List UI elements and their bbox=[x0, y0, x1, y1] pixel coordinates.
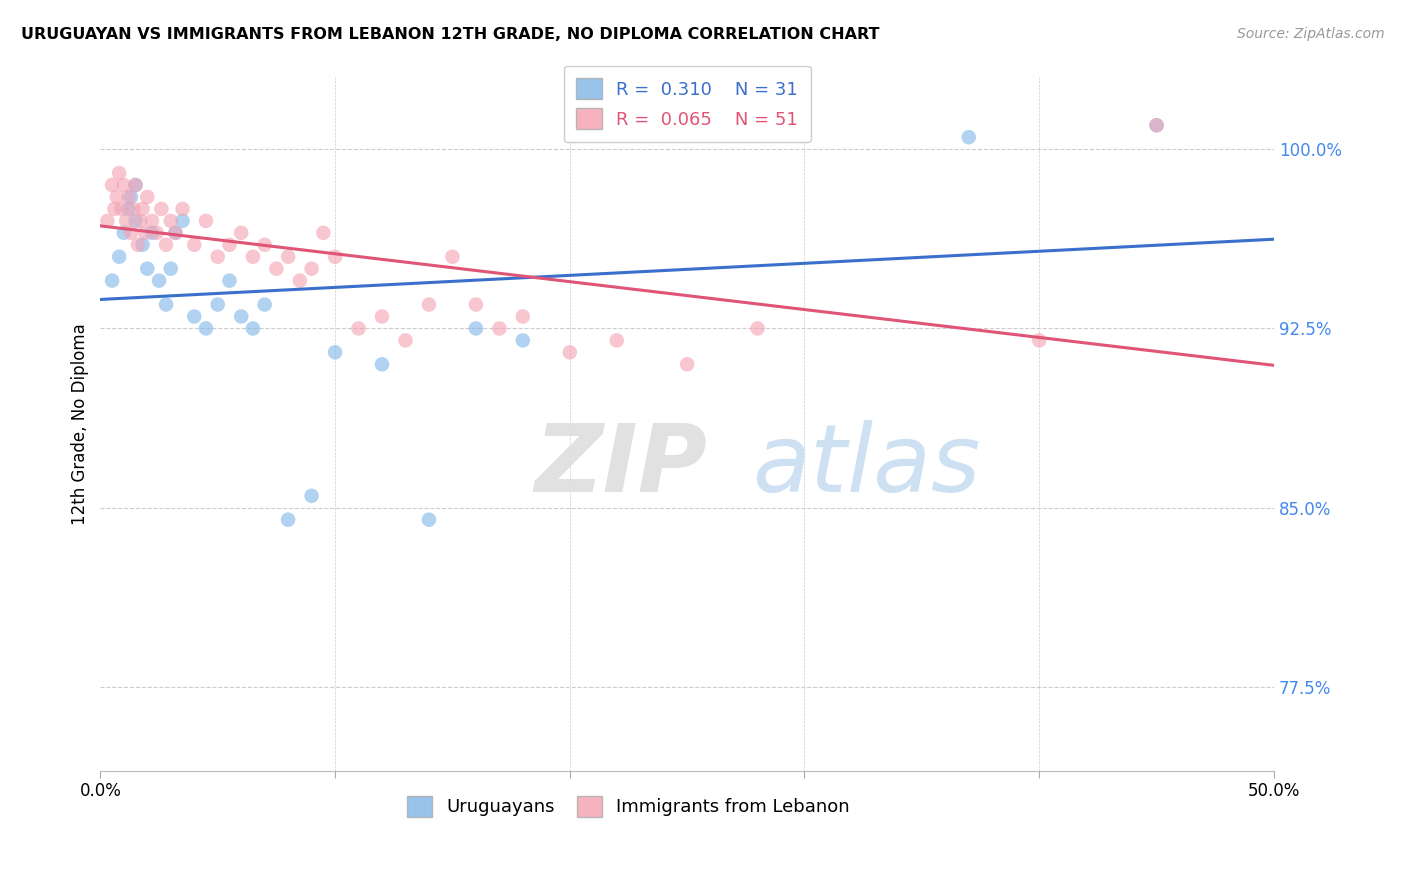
Point bbox=[110, 202, 132, 216]
Point bbox=[558, 345, 581, 359]
Text: ZIP: ZIP bbox=[534, 419, 707, 512]
Point bbox=[676, 357, 699, 371]
Point bbox=[464, 321, 486, 335]
Point bbox=[371, 357, 394, 371]
Point bbox=[231, 226, 253, 240]
Point bbox=[131, 237, 153, 252]
Point bbox=[277, 250, 299, 264]
Point bbox=[101, 274, 124, 288]
Point bbox=[606, 334, 628, 348]
Point bbox=[253, 297, 276, 311]
Point bbox=[134, 226, 156, 240]
Point bbox=[242, 321, 264, 335]
Point bbox=[103, 202, 125, 216]
Point bbox=[288, 274, 311, 288]
Point bbox=[108, 166, 131, 180]
Point bbox=[183, 237, 205, 252]
Point bbox=[512, 334, 534, 348]
Point bbox=[165, 226, 187, 240]
Point bbox=[418, 513, 440, 527]
Point bbox=[141, 226, 163, 240]
Point bbox=[207, 297, 229, 311]
Point bbox=[441, 250, 464, 264]
Point bbox=[183, 310, 205, 324]
Point bbox=[218, 237, 240, 252]
Point bbox=[464, 297, 486, 311]
Point bbox=[488, 321, 510, 335]
Point bbox=[127, 237, 149, 252]
Point bbox=[512, 310, 534, 324]
Y-axis label: 12th Grade, No Diploma: 12th Grade, No Diploma bbox=[72, 323, 89, 524]
Point bbox=[96, 214, 118, 228]
Point bbox=[115, 214, 138, 228]
Point bbox=[117, 190, 139, 204]
Point bbox=[266, 261, 288, 276]
Point bbox=[1146, 118, 1168, 132]
Point bbox=[172, 214, 194, 228]
Point bbox=[105, 190, 128, 204]
Point bbox=[155, 237, 177, 252]
Point bbox=[231, 310, 253, 324]
Point bbox=[312, 226, 335, 240]
Point bbox=[301, 489, 323, 503]
Point bbox=[323, 345, 346, 359]
Point bbox=[277, 513, 299, 527]
Point bbox=[131, 202, 153, 216]
Point bbox=[117, 202, 139, 216]
Text: URUGUAYAN VS IMMIGRANTS FROM LEBANON 12TH GRADE, NO DIPLOMA CORRELATION CHART: URUGUAYAN VS IMMIGRANTS FROM LEBANON 12T… bbox=[21, 27, 880, 42]
Point bbox=[347, 321, 370, 335]
Point bbox=[155, 297, 177, 311]
Point bbox=[129, 214, 152, 228]
Point bbox=[136, 190, 159, 204]
Point bbox=[141, 214, 163, 228]
Point bbox=[122, 202, 145, 216]
Point bbox=[194, 321, 217, 335]
Point bbox=[957, 130, 980, 145]
Point bbox=[253, 237, 276, 252]
Point bbox=[112, 226, 135, 240]
Point bbox=[218, 274, 240, 288]
Text: atlas: atlas bbox=[752, 420, 980, 511]
Point bbox=[148, 274, 170, 288]
Point bbox=[112, 178, 135, 192]
Point bbox=[145, 226, 167, 240]
Point bbox=[747, 321, 769, 335]
Point bbox=[150, 202, 173, 216]
Point bbox=[124, 178, 146, 192]
Point bbox=[394, 334, 416, 348]
Text: Source: ZipAtlas.com: Source: ZipAtlas.com bbox=[1237, 27, 1385, 41]
Point bbox=[207, 250, 229, 264]
Point bbox=[120, 226, 142, 240]
Point bbox=[301, 261, 323, 276]
Point bbox=[418, 297, 440, 311]
Point bbox=[120, 190, 142, 204]
Point bbox=[194, 214, 217, 228]
Point bbox=[1028, 334, 1050, 348]
Point bbox=[242, 250, 264, 264]
Point bbox=[159, 261, 181, 276]
Point bbox=[101, 178, 124, 192]
Point bbox=[108, 250, 131, 264]
Point bbox=[136, 261, 159, 276]
Point bbox=[124, 214, 146, 228]
Point bbox=[1146, 118, 1168, 132]
Point bbox=[323, 250, 346, 264]
Point bbox=[124, 178, 146, 192]
Point bbox=[371, 310, 394, 324]
Legend: Uruguayans, Immigrants from Lebanon: Uruguayans, Immigrants from Lebanon bbox=[399, 789, 858, 824]
Point bbox=[159, 214, 181, 228]
Point bbox=[165, 226, 187, 240]
Point bbox=[172, 202, 194, 216]
